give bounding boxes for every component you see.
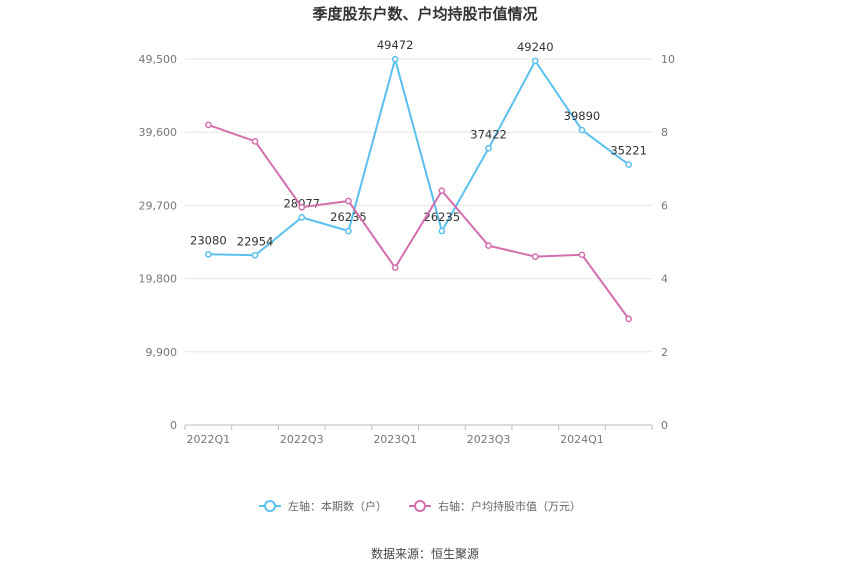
data-label: 22954 <box>237 234 274 248</box>
data-point <box>391 264 399 271</box>
grid <box>185 58 652 426</box>
data-point <box>298 214 306 221</box>
y-left-tick-label: 29,700 <box>139 199 178 212</box>
data-point <box>625 161 633 168</box>
data-point <box>578 126 586 134</box>
data-point <box>438 187 446 195</box>
data-point <box>251 251 259 259</box>
data-label: 39890 <box>564 109 601 123</box>
data-label: 35221 <box>610 144 647 158</box>
data-label: 23080 <box>190 233 227 247</box>
y-left-tick-label: 0 <box>170 419 177 432</box>
data-point <box>345 227 352 235</box>
x-axis: 2022Q1 2022Q3 2023Q1 2023Q3 2024Q1 <box>184 425 653 446</box>
y-right-tick-label: 6 <box>661 199 668 212</box>
data-point <box>205 121 212 129</box>
data-point <box>578 251 586 259</box>
data-point <box>625 315 633 323</box>
y-left-tick-label: 19,800 <box>139 273 178 286</box>
data-point <box>531 57 539 65</box>
series-line-avg-value <box>207 123 630 320</box>
source-note: 数据来源：恒生聚源 <box>371 546 479 561</box>
data-point <box>298 203 306 211</box>
data-point <box>531 253 539 260</box>
y-left-tick-label: 39,600 <box>139 126 178 139</box>
legend-label: 右轴：户均持股市值（万元） <box>438 499 581 513</box>
series-line-holders <box>208 55 630 257</box>
y-right-tick-label: 2 <box>661 346 668 359</box>
data-point <box>205 250 212 258</box>
legend-swatch-marker <box>264 500 276 512</box>
chart-title: 季度股东户数、户均持股市值情况 <box>312 5 537 23</box>
x-tick-label: 2023Q3 <box>467 433 511 446</box>
data-label: 26235 <box>330 210 367 224</box>
y-right-tick-label: 0 <box>661 419 668 432</box>
x-tick-label: 2022Q1 <box>187 433 231 446</box>
data-label: 49240 <box>517 40 554 54</box>
series-layer: 23080 22954280772623549472262353742249240… <box>190 38 647 323</box>
y-right-tick-label: 4 <box>661 273 668 286</box>
data-label: 49472 <box>377 38 414 52</box>
y-right-tick-label: 8 <box>661 126 668 139</box>
data-point <box>485 144 492 152</box>
x-tick-label: 2022Q3 <box>280 433 324 446</box>
legend-label: 左轴：本期数（户） <box>288 499 387 513</box>
data-point <box>485 242 492 250</box>
legend[interactable]: 左轴：本期数（户） 右轴：户均持股市值（万元） <box>259 499 581 513</box>
data-point <box>438 227 446 235</box>
data-label: 37422 <box>470 127 507 141</box>
y-right-tick-label: 10 <box>661 53 675 66</box>
y-left-tick-label: 49,500 <box>139 53 178 66</box>
y-axis-left: 0 9,900 19,800 29,700 39,600 49,500 <box>139 53 178 432</box>
x-tick-label: 2023Q1 <box>373 433 417 446</box>
data-label: 26235 <box>424 210 461 224</box>
data-point <box>251 138 259 145</box>
y-axis-right: 0 2 4 6 8 10 <box>661 53 675 432</box>
data-point <box>345 197 352 205</box>
data-point <box>391 55 399 63</box>
x-tick-label: 2024Q1 <box>560 433 604 446</box>
y-left-tick-label: 9,900 <box>146 346 178 359</box>
legend-swatch-marker <box>414 500 426 512</box>
